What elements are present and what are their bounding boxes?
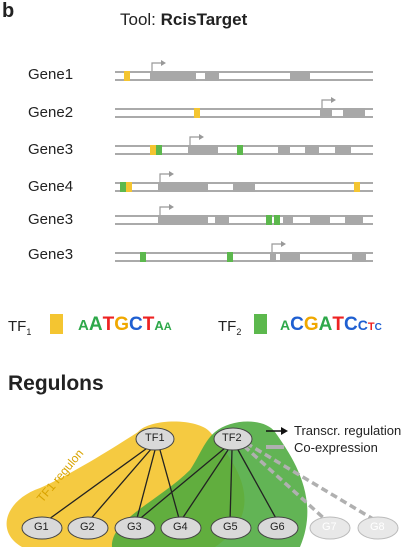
gene-node-label-g4: G4 [173, 521, 188, 533]
exon [270, 252, 276, 262]
coexpression-edge [242, 444, 330, 524]
gene-label-3: Gene3 [28, 141, 74, 158]
tf1-node-label: TF1 [145, 432, 165, 444]
tf1-site [194, 108, 200, 118]
gene-node-g3 [114, 516, 156, 540]
tss-arrow-icon [189, 136, 202, 145]
exon [305, 145, 319, 155]
gene-node-label-g1: G1 [34, 521, 49, 533]
gene-track-3 [115, 134, 373, 155]
gene-node-g1 [21, 516, 63, 540]
gene-label-5: Gene3 [28, 211, 74, 228]
exon [345, 215, 363, 225]
exon [150, 71, 196, 81]
regulation-arrow-icon [281, 427, 288, 435]
tf1-site [354, 182, 360, 192]
tss-arrow-icon [159, 173, 172, 182]
tf2-site [227, 252, 233, 262]
gene-node-g2 [67, 516, 109, 540]
exon [215, 215, 229, 225]
gene-track-1 [115, 60, 373, 81]
coexpression-edge [245, 441, 379, 524]
gene-track-6 [115, 241, 373, 262]
tf2-site [120, 182, 126, 192]
gene-label-2: Gene2 [28, 104, 74, 121]
tss-arrow-icon [271, 243, 284, 252]
gene-track-2 [115, 97, 373, 118]
tf2-node [213, 427, 253, 451]
gene-track-4 [115, 171, 373, 192]
exon [335, 145, 351, 155]
exon [352, 252, 366, 262]
exon [158, 215, 208, 225]
panel-letter: b [2, 0, 15, 22]
tf2-site [274, 215, 280, 225]
gene-node-g4 [160, 516, 202, 540]
tf1-site [126, 182, 132, 192]
gene-label-1: Gene1 [28, 66, 74, 83]
gene-node-label-g3: G3 [127, 521, 142, 533]
tss-arrow-icon [151, 62, 164, 71]
tf1-motif-logo: AATGCTAA [78, 314, 172, 335]
gene-label-4: Gene4 [28, 178, 74, 195]
tss-arrow-icon [159, 206, 172, 215]
exon [320, 108, 332, 118]
exon [280, 252, 300, 262]
gene-node-g8 [357, 516, 399, 540]
gene-node-label-g5: G5 [223, 521, 238, 533]
tf2-legend-label: TF2 [218, 318, 242, 337]
exon [205, 71, 219, 81]
tf2-node-label: TF2 [222, 432, 242, 444]
tool-title: Tool: RcisTarget [120, 10, 247, 30]
gene-node-label-g2: G2 [80, 521, 95, 533]
tf2-swatch [254, 314, 267, 334]
gene-node-g7 [309, 516, 351, 540]
tf1-node [135, 427, 175, 451]
tf2-site [266, 215, 272, 225]
tool-prefix: Tool: [120, 10, 156, 29]
legend-coexpression-label: Co-expression [294, 440, 378, 455]
regulons-title: Regulons [8, 372, 104, 395]
gene-node-label-g7: G7 [322, 521, 337, 533]
tf1-site [150, 145, 156, 155]
tss-arrow-icon [321, 99, 334, 108]
exon [188, 145, 218, 155]
tf1-swatch [50, 314, 63, 334]
tf1-site [124, 71, 130, 81]
gene-node-label-g6: G6 [270, 521, 285, 533]
legend-regulation-label: Transcr. regulation [294, 423, 402, 438]
gene-label-6: Gene3 [28, 246, 74, 263]
exon [278, 145, 290, 155]
gene-track-5 [115, 204, 373, 225]
tf2-regulon-region [111, 421, 308, 547]
exon [233, 182, 255, 192]
tf2-site [156, 145, 162, 155]
gene-node-label-g8: G8 [370, 521, 385, 533]
exon [283, 215, 293, 225]
exon [290, 71, 310, 81]
tool-name: RcisTarget [160, 10, 248, 29]
regulon-network [6, 421, 399, 547]
tf2-site [140, 252, 146, 262]
gene-node-g6 [257, 516, 299, 540]
tf2-site [237, 145, 243, 155]
exon [310, 215, 330, 225]
exon [343, 108, 365, 118]
gene-node-g5 [210, 516, 252, 540]
tf1-legend-label: TF1 [8, 318, 32, 337]
exon [158, 182, 208, 192]
tf2-motif-logo: ACGATCCTC [280, 314, 382, 335]
